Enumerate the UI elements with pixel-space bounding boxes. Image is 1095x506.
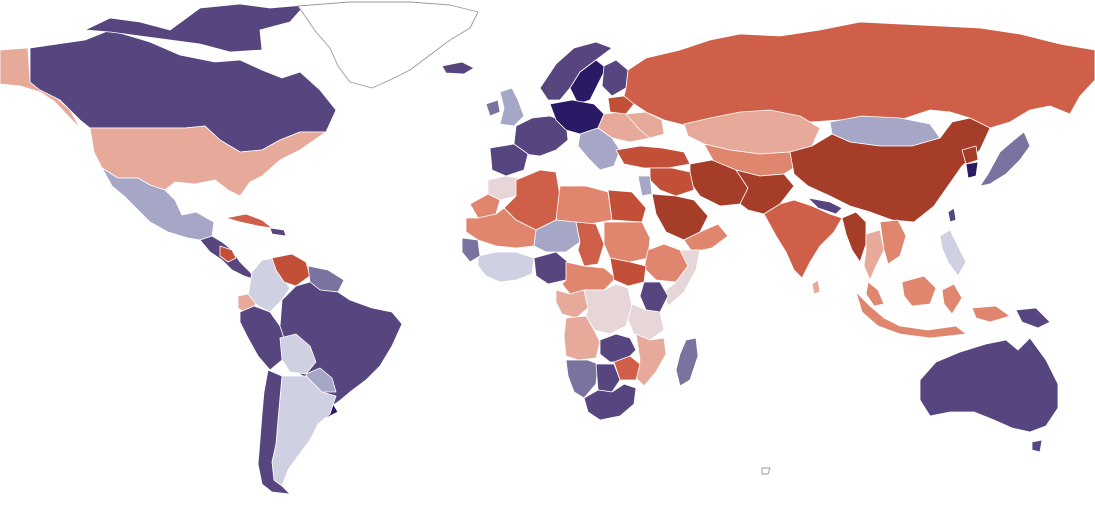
region-madagascar — [675, 337, 699, 387]
region-botswana — [595, 363, 621, 393]
region-new-zealand — [761, 467, 771, 475]
region-belarus — [607, 95, 635, 115]
region-egypt — [607, 189, 647, 223]
region-indochina — [879, 219, 907, 265]
region-greenland — [297, 1, 479, 89]
region-malaysia — [865, 281, 885, 307]
region-balkans — [577, 127, 621, 171]
region-north-korea — [961, 145, 979, 165]
region-taiwan — [947, 207, 957, 223]
region-south-africa — [583, 383, 637, 421]
region-thailand — [863, 229, 885, 281]
region-turkey — [615, 145, 691, 169]
region-namibia — [565, 359, 599, 399]
region-kenya — [639, 281, 669, 313]
region-west-africa-coast — [477, 251, 535, 283]
region-japan — [979, 131, 1031, 187]
region-mexico — [101, 167, 215, 241]
region-united-kingdom — [499, 87, 525, 127]
region-nicaragua — [219, 245, 237, 263]
region-sri-lanka — [811, 279, 821, 295]
region-india — [763, 199, 843, 279]
region-canadian-arctic-islands — [84, 3, 306, 53]
region-sudan — [603, 221, 651, 263]
region-iraq-syria — [649, 167, 695, 197]
region-tanzania — [627, 303, 665, 341]
region-finland — [601, 59, 629, 97]
region-gabon-congo — [555, 289, 589, 319]
region-papua-new-guinea — [1015, 307, 1051, 329]
region-ireland — [485, 99, 501, 117]
region-israel-jordan — [637, 175, 653, 197]
region-myanmar — [841, 211, 867, 263]
region-venezuela — [271, 253, 311, 287]
region-dr-congo — [583, 283, 633, 335]
region-angola — [563, 315, 601, 361]
region-somalia — [663, 249, 701, 307]
region-niger — [533, 219, 581, 253]
region-chad — [575, 221, 605, 267]
region-cuba — [225, 213, 273, 229]
region-tasmania — [1031, 439, 1043, 453]
region-south-sudan — [609, 257, 647, 287]
region-philippines — [939, 229, 967, 277]
region-peru — [239, 305, 287, 371]
region-chile — [257, 369, 291, 495]
region-iceland — [441, 61, 475, 75]
region-western-sahara — [469, 193, 501, 219]
region-malawi-mozambique — [635, 333, 667, 387]
region-south-korea — [965, 161, 979, 179]
region-indonesia — [855, 275, 1011, 339]
region-iberia — [489, 143, 529, 177]
region-bolivia — [279, 333, 317, 375]
region-libya — [555, 185, 613, 225]
region-caribbean-islands — [269, 227, 287, 237]
region-australia — [919, 337, 1059, 433]
region-senegal-guinea — [461, 237, 481, 263]
region-nigeria — [533, 251, 569, 285]
region-nepal-bangladesh — [807, 197, 843, 215]
